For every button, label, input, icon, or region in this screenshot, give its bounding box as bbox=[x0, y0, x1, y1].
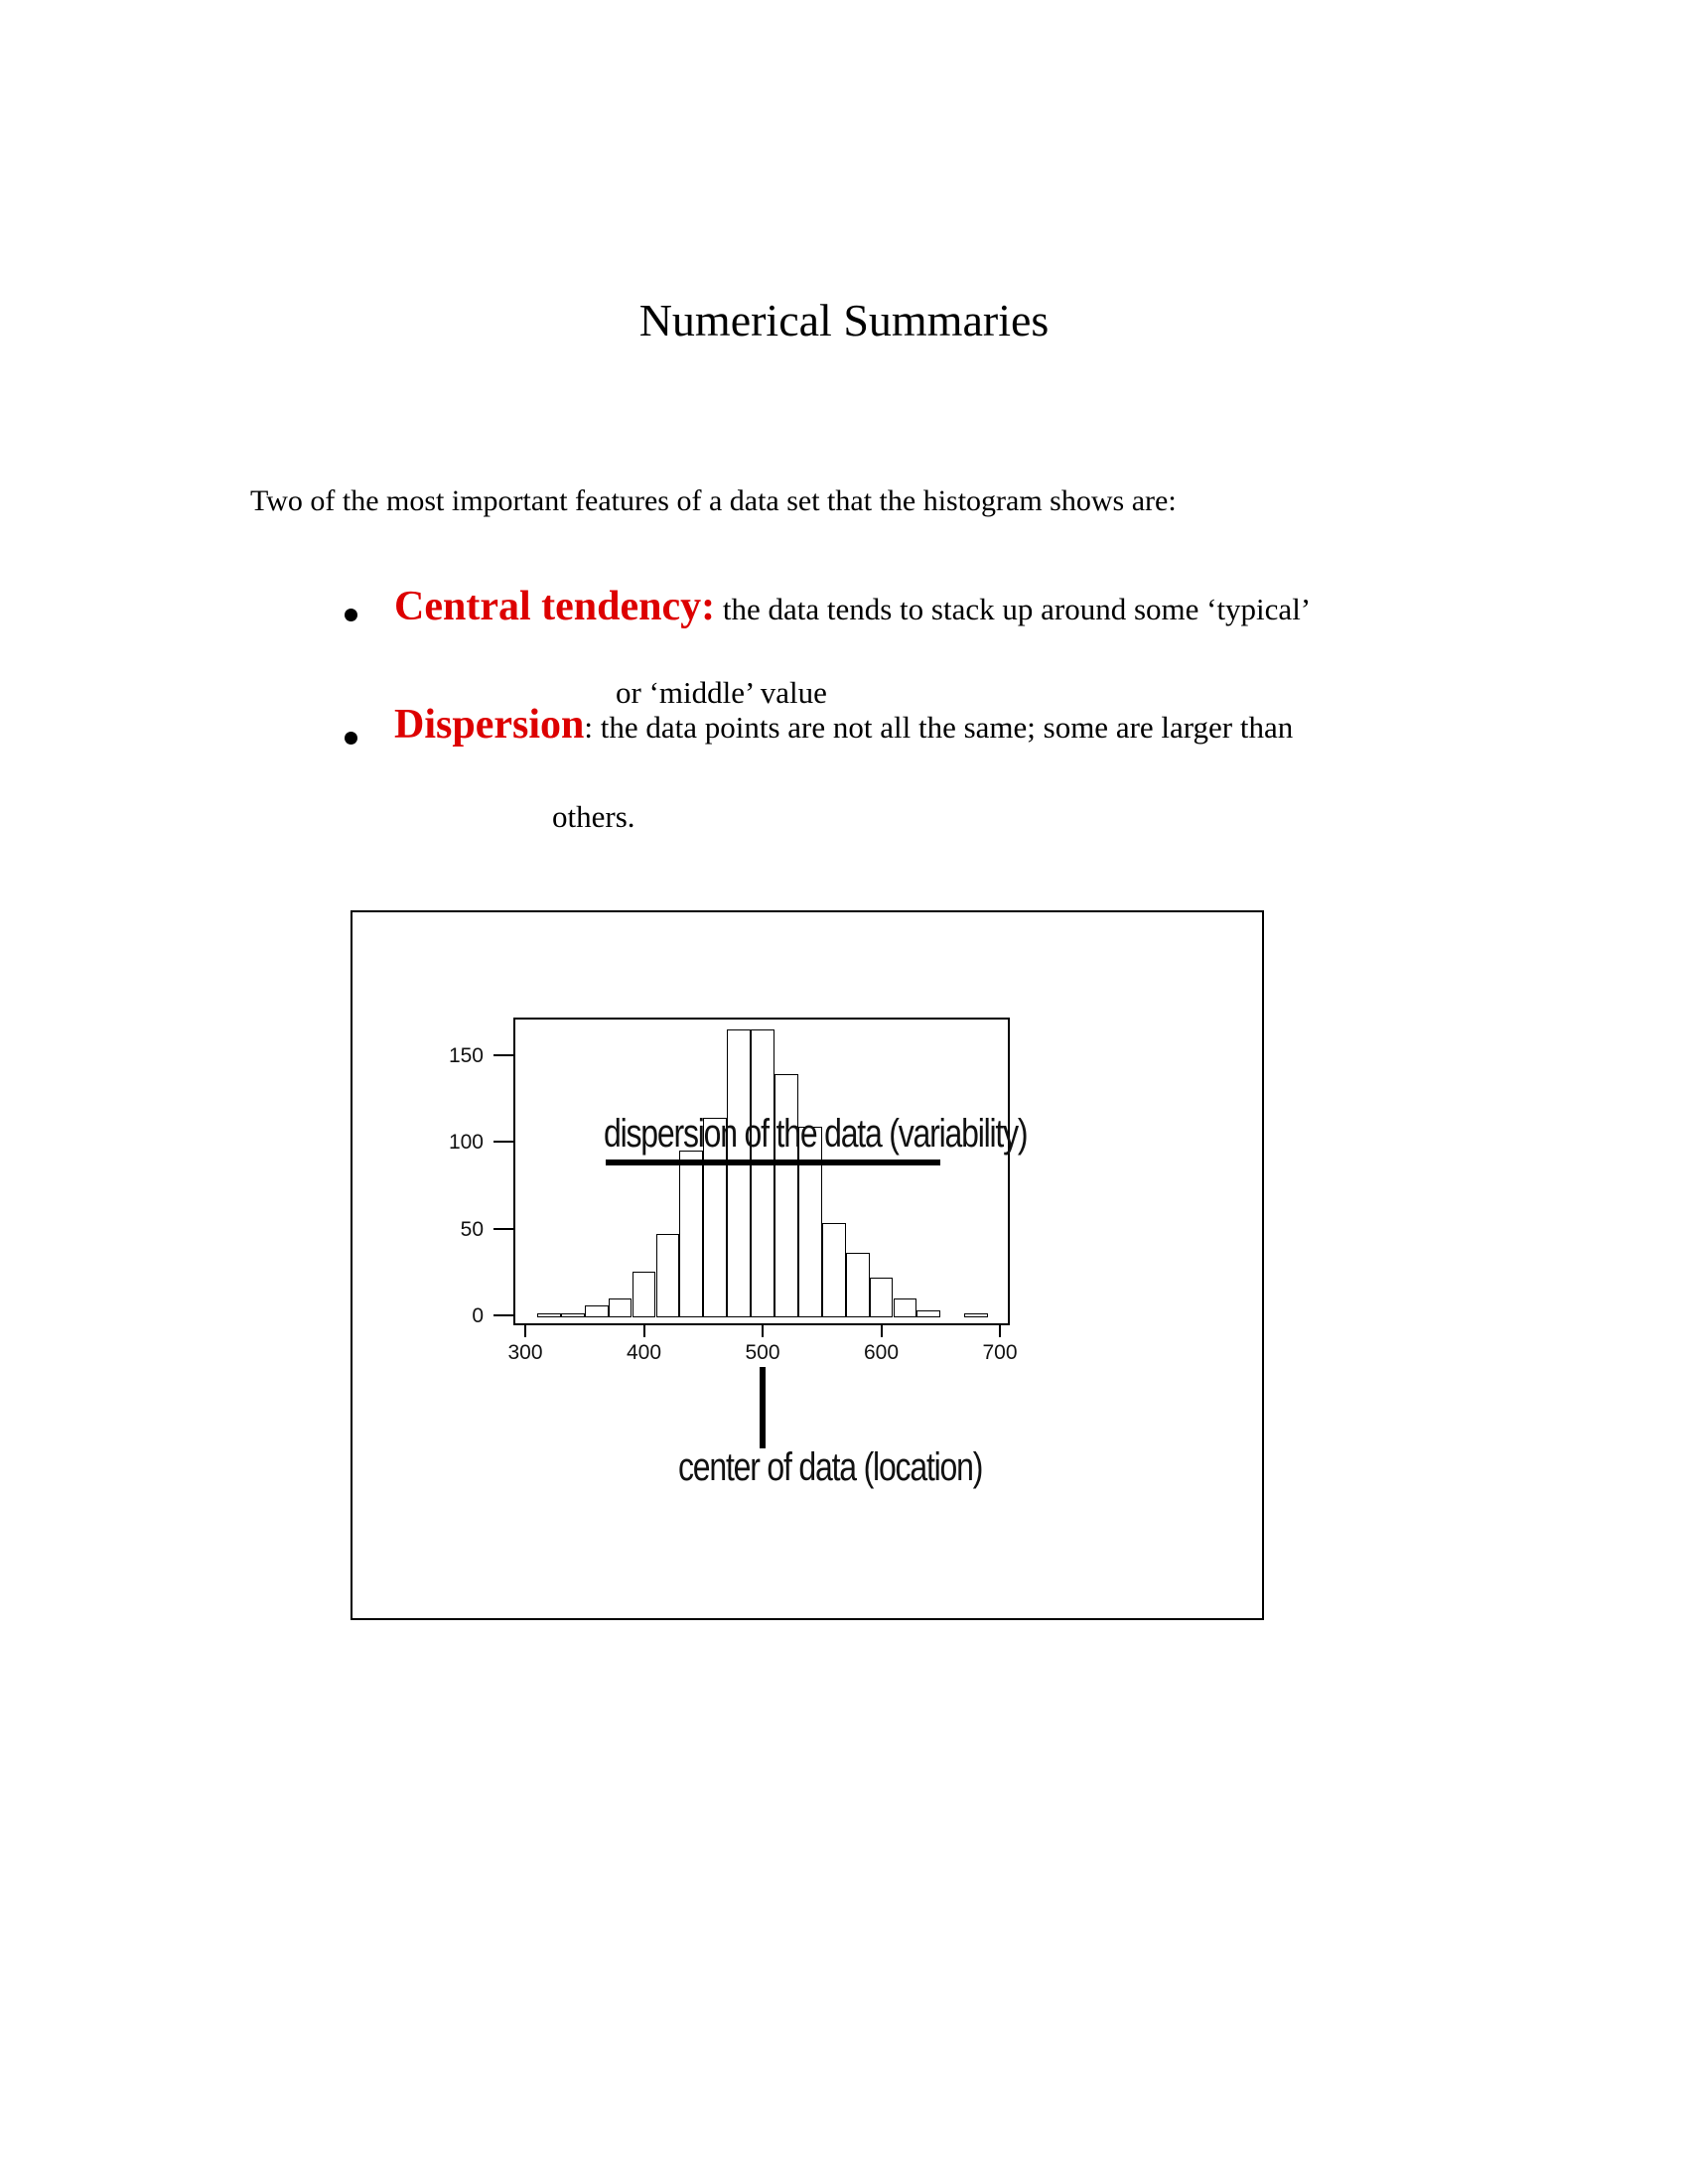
bullet-central-tendency: Central tendency: the data tends to stac… bbox=[394, 582, 1311, 631]
bullet-term-central-tendency: Central tendency: bbox=[394, 584, 716, 629]
bullet-text-central-tendency: the data tends to stack up around some ‘… bbox=[715, 592, 1312, 626]
page-title: Numerical Summaries bbox=[638, 295, 1050, 345]
center-label: center of data (location) bbox=[678, 1445, 983, 1489]
bullet-dispersion: Dispersion: the data points are not all … bbox=[394, 700, 1293, 750]
dispersion-line bbox=[606, 1160, 941, 1166]
bullet-central-tendency-line2: or ‘middle’ value bbox=[616, 675, 827, 710]
bullet-dispersion-line2: others. bbox=[552, 799, 635, 834]
intro-paragraph: Two of the most important features of a … bbox=[250, 484, 1177, 517]
bullet-term-dispersion: Dispersion bbox=[394, 702, 585, 748]
figure-box bbox=[351, 910, 1264, 1620]
bullet-text-dispersion: : the data points are not all the same; … bbox=[584, 710, 1294, 745]
dispersion-label: dispersion of the data (variability) bbox=[604, 1112, 1029, 1156]
center-marker-line bbox=[760, 1367, 766, 1448]
bullet-dot-icon bbox=[345, 609, 357, 621]
bullet-dot-icon bbox=[345, 732, 357, 745]
